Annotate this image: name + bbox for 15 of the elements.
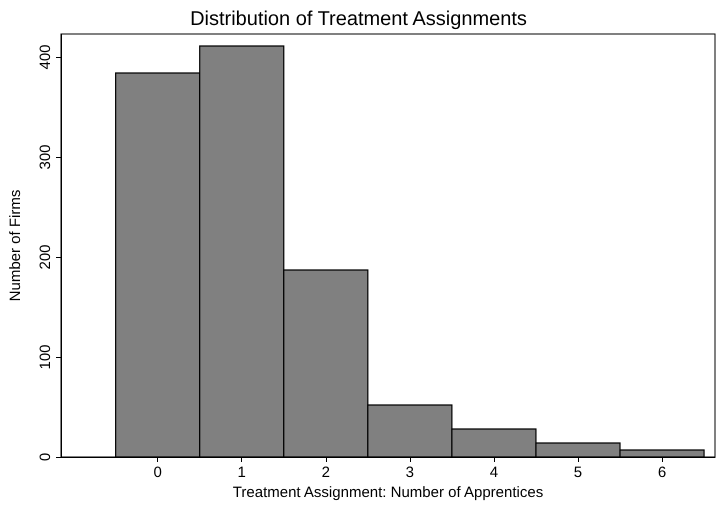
x-tick-label: 6 [658, 464, 666, 481]
y-tick-label: 300 [37, 144, 54, 170]
x-tick-label: 3 [406, 464, 414, 481]
x-tick-label: 5 [574, 464, 582, 481]
x-axis-title: Treatment Assignment: Number of Apprentices [232, 484, 544, 501]
x-tick-label: 1 [238, 464, 246, 481]
x-tick-label: 4 [490, 464, 498, 481]
y-tick-label: 400 [37, 44, 54, 70]
x-tick-label: 0 [154, 464, 162, 481]
chart-title: Distribution of Treatment Assignments [190, 8, 527, 30]
y-tick-label: 0 [37, 452, 54, 462]
x-tick-label: 2 [322, 464, 330, 481]
y-axis-title: Number of Firms [7, 190, 24, 302]
y-tick-label: 200 [37, 244, 54, 270]
y-tick-label: 100 [37, 344, 54, 370]
